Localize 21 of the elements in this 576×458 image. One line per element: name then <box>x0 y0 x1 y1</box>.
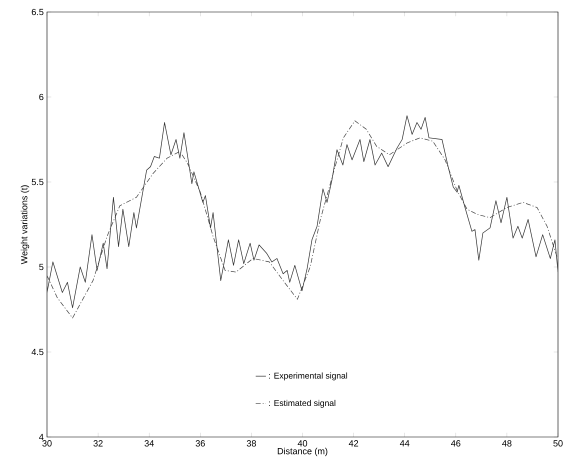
x-axis-title: Distance (m) <box>278 448 328 456</box>
y-axis-title: Weight variations (t) <box>20 185 30 264</box>
y-tick-label: 6 <box>39 94 44 100</box>
x-tick-label: 50 <box>553 440 563 447</box>
x-tick-label: 40 <box>298 440 308 447</box>
x-tick-label: 46 <box>451 440 460 447</box>
x-tick-label: 44 <box>400 440 410 446</box>
x-tick-label: 48 <box>502 440 512 447</box>
y-tick-label: 4.5 <box>32 348 44 356</box>
x-tick-label: 34 <box>144 440 154 447</box>
y-tick-label: 6.5 <box>32 8 44 16</box>
x-tick-label: 42 <box>348 440 358 446</box>
x-tick-label: 38 <box>246 440 256 447</box>
legend-label: : Estimated signal <box>269 400 336 408</box>
y-tick-label: 5.5 <box>32 178 44 186</box>
y-tick-label: 5 <box>39 264 44 270</box>
x-tick-label: 36 <box>196 440 205 447</box>
x-tick-label: 30 <box>42 440 52 447</box>
legend-label: : Experimental signal <box>269 372 348 380</box>
x-tick-label: 32 <box>93 440 103 447</box>
y-tick-label: 4 <box>39 434 44 440</box>
